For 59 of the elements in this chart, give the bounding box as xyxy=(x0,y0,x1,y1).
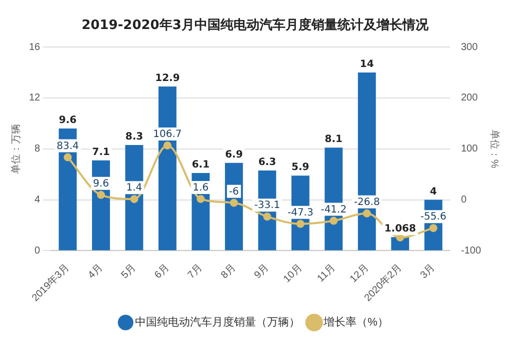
x-tick-label: 8月 xyxy=(219,262,238,282)
y2-axis-title: 单位：% xyxy=(488,129,500,168)
y2-tick-label: -100 xyxy=(460,245,482,256)
point xyxy=(196,194,205,203)
data-label: 106.7 xyxy=(153,129,182,140)
y2-tick-label: 100 xyxy=(460,144,478,155)
legend-label: 增长率（%） xyxy=(322,316,388,329)
data-label: 1.6 xyxy=(192,182,209,194)
point xyxy=(96,190,105,199)
point xyxy=(330,216,338,225)
data-label: 9.6 xyxy=(93,178,109,190)
data-label: 5.9 xyxy=(292,162,310,174)
data-label: 9.6 xyxy=(58,115,77,126)
point xyxy=(130,195,138,204)
x-tick-label: 9月 xyxy=(252,262,272,282)
data-label: 6.1 xyxy=(192,160,210,171)
data-label: -26.8 xyxy=(354,197,380,208)
y2-tick-label: 200 xyxy=(460,92,478,104)
point xyxy=(429,224,438,232)
data-label: 6.3 xyxy=(258,157,276,168)
data-label: -6 xyxy=(228,186,239,198)
y-tick-label: 8 xyxy=(34,144,41,155)
data-label: 1.4 xyxy=(126,182,142,194)
point xyxy=(64,153,72,162)
data-label: -41.2 xyxy=(320,204,347,216)
data-label: 6.9 xyxy=(225,149,243,160)
data-label: 83.4 xyxy=(56,140,79,152)
data-label: 12.9 xyxy=(155,73,180,84)
point xyxy=(296,220,304,228)
point xyxy=(163,141,172,150)
x-tick-label: 5月 xyxy=(120,262,138,282)
data-label: 8.3 xyxy=(125,132,144,143)
y2-tick-label: 0 xyxy=(460,194,467,206)
data-label: -55.6 xyxy=(420,212,446,223)
x-tick-label: 12月 xyxy=(348,262,371,285)
data-label: 8.1 xyxy=(324,134,343,146)
y-tick-label: 16 xyxy=(29,42,41,53)
x-tick-label: 7月 xyxy=(186,262,205,282)
data-label: 7.1 xyxy=(92,146,110,158)
data-label: 1.068 xyxy=(384,224,416,235)
point xyxy=(362,209,371,218)
chart-title: 2019-2020年3月中国纯电动汽车月度销量统计及增长情况 xyxy=(80,16,430,35)
point xyxy=(230,198,238,207)
y-tick-label: 0 xyxy=(34,245,41,256)
data-label: 4 xyxy=(430,186,437,198)
data-label: -47.3 xyxy=(287,207,314,218)
y-tick-label: 12 xyxy=(29,92,41,104)
x-tick-label: 4月 xyxy=(86,262,106,282)
legend-label: 中国纯电动汽车月度销量（万辆） xyxy=(135,316,300,329)
x-tick-label: 3月 xyxy=(418,262,438,282)
point xyxy=(263,212,272,221)
x-tick-label: 11月 xyxy=(316,262,338,284)
x-tick-label: 6月 xyxy=(152,262,172,282)
y-axis-title: 单位：万辆 xyxy=(10,124,22,174)
y-tick-label: 4 xyxy=(34,194,41,206)
data-label: -33.1 xyxy=(254,200,280,212)
y2-tick-label: 300 xyxy=(460,42,478,53)
x-tick-label: 10月 xyxy=(282,262,304,285)
data-label: 14 xyxy=(360,59,374,70)
